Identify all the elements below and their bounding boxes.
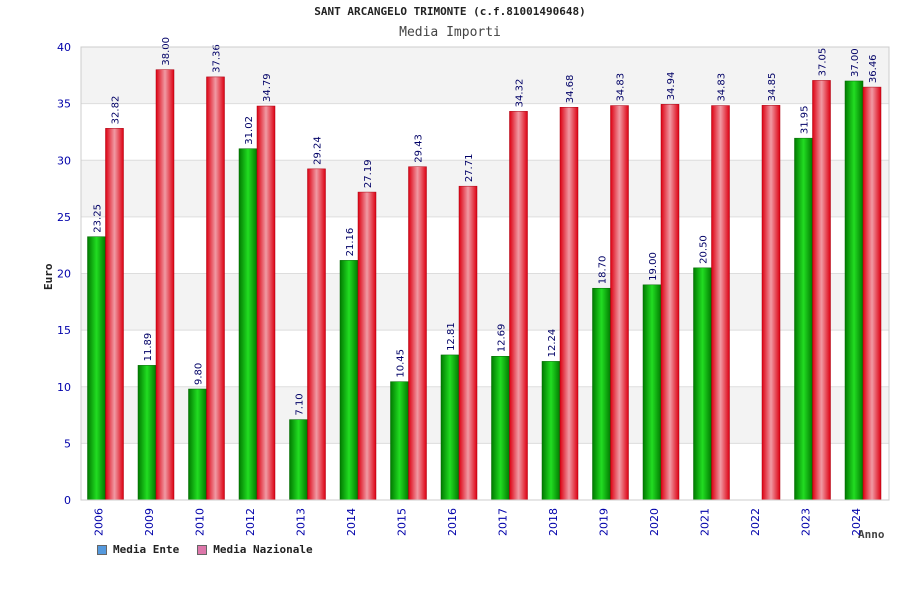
data-label: 18.70 — [598, 256, 609, 285]
bar-media-nazionale — [761, 105, 781, 501]
x-tick-label: 2021 — [698, 508, 711, 536]
data-label: 37.00 — [850, 48, 861, 77]
bar-media-nazionale — [458, 185, 478, 501]
bar-media-nazionale — [105, 128, 124, 501]
x-tick-label: 2017 — [496, 508, 509, 536]
x-tick-label: 2019 — [597, 508, 610, 536]
data-label: 29.24 — [313, 136, 324, 165]
y-tick-label: 30 — [57, 154, 71, 167]
data-label: 34.83 — [616, 73, 627, 102]
bar-media-ente — [642, 284, 662, 501]
data-label: 20.50 — [699, 235, 710, 264]
x-tick-label: 2016 — [446, 508, 459, 536]
bar-media-nazionale — [155, 69, 175, 501]
legend-item-media-nazionale: Media Nazionale — [197, 543, 313, 556]
y-tick-label: 5 — [64, 437, 71, 450]
bar-media-nazionale — [559, 106, 579, 501]
y-tick-label: 10 — [57, 381, 71, 394]
x-tick-label: 2020 — [648, 508, 661, 536]
bar-media-ente — [693, 267, 712, 501]
legend-item-media-ente: Media Ente — [97, 543, 179, 556]
chart-subtitle: Media Importi — [399, 25, 501, 40]
data-label: 27.19 — [363, 159, 374, 188]
data-label: 38.00 — [161, 37, 172, 66]
bar-media-nazionale — [357, 191, 377, 501]
bar-media-nazionale — [711, 105, 730, 501]
data-label: 21.16 — [345, 228, 356, 257]
bar-media-nazionale — [256, 105, 276, 501]
data-label: 37.36 — [212, 44, 223, 73]
bar-media-nazionale — [610, 105, 629, 501]
data-label: 31.02 — [244, 116, 255, 145]
data-label: 12.24 — [547, 329, 558, 358]
y-tick-label: 0 — [64, 494, 71, 507]
y-tick-label: 20 — [57, 268, 71, 281]
bar-media-ente — [238, 148, 258, 501]
bar-media-ente — [844, 80, 864, 501]
bar-media-ente — [289, 419, 308, 501]
x-tick-label: 2022 — [749, 508, 762, 536]
bar-media-ente — [87, 236, 106, 501]
data-label: 10.45 — [396, 349, 407, 378]
data-label: 27.71 — [464, 154, 475, 183]
bar-media-nazionale — [862, 86, 882, 501]
x-tick-label: 2014 — [345, 508, 358, 536]
bar-media-nazionale — [509, 111, 528, 501]
bar-media-nazionale — [408, 166, 427, 501]
x-tick-label: 2009 — [143, 508, 156, 536]
data-label: 34.83 — [717, 73, 728, 102]
data-label: 34.32 — [515, 79, 526, 108]
data-label: 36.46 — [868, 54, 879, 83]
x-tick-label: 2015 — [395, 508, 408, 536]
x-tick-label: 2006 — [92, 508, 105, 536]
legend-swatch-media-nazionale — [197, 544, 208, 555]
legend: Media Ente Media Nazionale — [97, 543, 313, 556]
y-tick-label: 35 — [57, 98, 71, 111]
x-tick-label: 2023 — [799, 508, 812, 536]
bar-media-ente — [390, 381, 409, 501]
data-label: 31.95 — [800, 106, 811, 135]
bar-media-nazionale — [307, 168, 326, 501]
x-tick-label: 2018 — [547, 508, 560, 536]
x-tick-label: 2013 — [294, 508, 307, 536]
data-label: 19.00 — [648, 252, 659, 281]
x-tick-label: 2012 — [244, 508, 257, 536]
y-tick-label: 25 — [57, 211, 71, 224]
chart-title: SANT ARCANGELO TRIMONTE (c.f.81001490648… — [314, 5, 586, 18]
legend-label-media-nazionale: Media Nazionale — [213, 543, 313, 556]
bar-media-ente — [137, 365, 157, 501]
x-tick-label: 2010 — [193, 508, 206, 536]
data-label: 32.82 — [111, 96, 122, 125]
data-label: 34.94 — [666, 72, 677, 101]
data-label: 7.10 — [295, 393, 306, 415]
y-tick-label: 15 — [57, 324, 71, 337]
data-label: 29.43 — [414, 134, 425, 163]
bar-media-ente — [592, 287, 611, 501]
y-tick-label: 40 — [57, 41, 71, 54]
legend-label-media-ente: Media Ente — [113, 543, 180, 556]
legend-swatch-media-ente — [97, 544, 107, 555]
data-label: 34.79 — [262, 73, 273, 102]
plot-border — [80, 46, 890, 501]
bar-media-ente — [188, 388, 207, 501]
data-label: 12.81 — [446, 322, 457, 351]
bar-media-ente — [491, 356, 510, 501]
data-label: 9.80 — [194, 363, 205, 385]
data-label: 34.85 — [767, 73, 778, 102]
data-label: 23.25 — [93, 204, 104, 233]
data-label: 11.89 — [143, 333, 154, 362]
data-label: 12.69 — [497, 324, 508, 353]
bar-media-nazionale — [660, 104, 680, 501]
bar-media-nazionale — [812, 80, 831, 501]
bar-media-ente — [541, 361, 561, 501]
bar-media-nazionale — [206, 76, 225, 501]
bar-media-ente — [440, 354, 460, 501]
bar-media-ente — [339, 260, 359, 501]
data-label: 34.68 — [565, 75, 576, 104]
x-tick-label: 2024 — [850, 508, 863, 536]
bar-media-ente — [794, 137, 813, 501]
x-axis-label: Anno — [858, 528, 885, 541]
data-label: 37.05 — [818, 48, 829, 77]
